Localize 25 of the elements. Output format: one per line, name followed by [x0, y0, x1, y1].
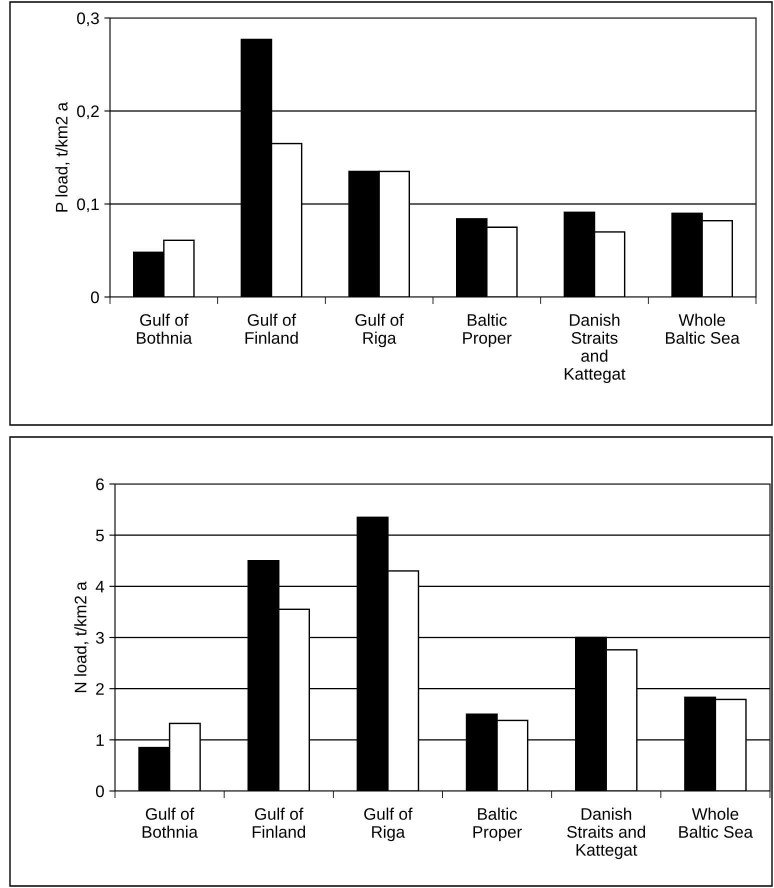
x-tick-label: Gulf of Riga — [364, 808, 412, 842]
x-tick-label: Baltic Proper — [473, 808, 522, 842]
y-tick-label: 6 — [96, 478, 104, 490]
y-tick-label: 0 — [96, 785, 104, 798]
y-tick-label: 0,2 — [77, 105, 99, 120]
y-tick-label: 2 — [96, 683, 104, 695]
y-tick-label: 4 — [96, 580, 104, 592]
x-tick-label: Gulf of Finland — [252, 808, 306, 838]
y-axis-title: N load, t/km2 a — [74, 581, 88, 692]
y-tick-label: 1 — [96, 734, 104, 746]
x-tick-label: Gulf of Finland — [246, 314, 298, 344]
x-tick-label: Whole Baltic Sea — [666, 314, 740, 344]
x-tick-label: Gulf of Bothnia — [142, 808, 198, 838]
y-tick-label: 0 — [90, 291, 99, 304]
y-tick-label: 3 — [96, 632, 104, 644]
x-tick-label: Danish Straits and Kattegat — [564, 314, 626, 384]
y-tick-label: 5 — [96, 530, 104, 542]
x-tick-label: Gulf of Bothnia — [136, 314, 192, 344]
y-tick-label: 0,1 — [77, 198, 99, 212]
x-tick-label: Danish Straits and Kattegat — [567, 808, 646, 860]
x-tick-label: Baltic Proper — [463, 314, 512, 348]
x-tick-label: Gulf of Riga — [355, 314, 404, 348]
y-axis-title: P load, t/km2 a — [55, 102, 70, 212]
x-tick-label: Whole Baltic Sea — [679, 808, 753, 838]
y-tick-label: 0,3 — [77, 12, 99, 26]
